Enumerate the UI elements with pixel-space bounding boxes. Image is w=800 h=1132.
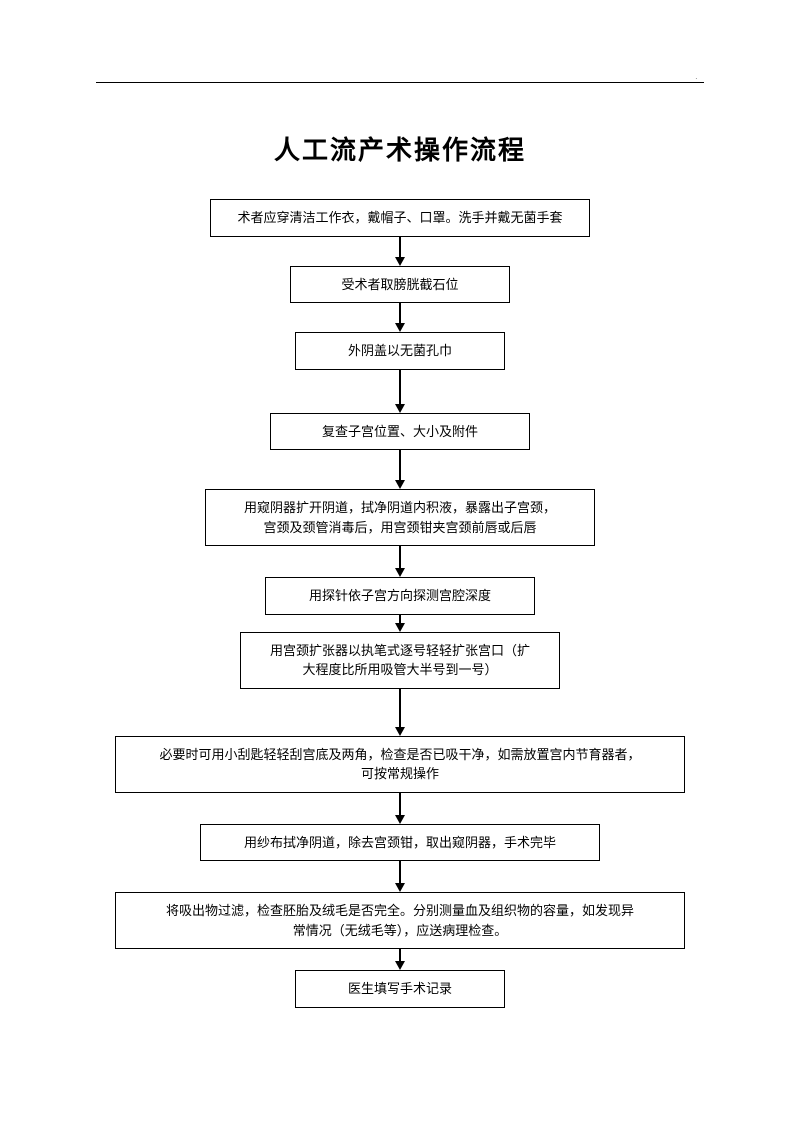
flowchart-arrow [395,303,405,332]
page-title: 人工流产术操作流程 [274,130,526,167]
flowchart-node: 复查子宫位置、大小及附件 [270,413,530,451]
flowchart-node: 术者应穿清洁工作衣，戴帽子、口罩。洗手并戴无菌手套 [210,199,590,237]
node-text-line: 复查子宫位置、大小及附件 [285,422,515,442]
arrow-head-icon [395,480,405,489]
arrow-head-icon [395,727,405,736]
arrow-stem [399,303,401,323]
node-text-line: 可按常规操作 [130,764,670,784]
node-text-line: 常情况（无绒毛等），应送病理检查。 [130,921,670,941]
node-text-line: 用纱布拭净阴道，除去宫颈钳，取出窥阴器，手术完毕 [215,833,585,853]
node-text-line: 用窥阴器扩开阴道，拭净阴道内积液，暴露出子宫颈， [220,498,580,518]
corner-mark: . [696,75,698,81]
node-text-line: 外阴盖以无菌孔巾 [310,341,490,361]
arrow-head-icon [395,323,405,332]
arrow-stem [399,949,401,961]
arrow-stem [399,450,401,480]
flowchart-node: 必要时可用小刮匙轻轻刮宫底及两角，检查是否已吸干净，如需放置宫内节育器者，可按常… [115,736,685,793]
arrow-stem [399,237,401,257]
document-content: 人工流产术操作流程 术者应穿清洁工作衣，戴帽子、口罩。洗手并戴无菌手套受术者取膀… [0,130,800,1008]
arrow-head-icon [395,623,405,632]
flowchart-container: 术者应穿清洁工作衣，戴帽子、口罩。洗手并戴无菌手套受术者取膀胱截石位外阴盖以无菌… [115,199,685,1008]
arrow-head-icon [395,961,405,970]
arrow-stem [399,861,401,883]
flowchart-arrow [395,615,405,632]
node-text-line: 将吸出物过滤，检查胚胎及绒毛是否完全。分别测量血及组织物的容量，如发现异 [130,901,670,921]
page-top-rule [96,82,704,83]
flowchart-node: 外阴盖以无菌孔巾 [295,332,505,370]
flowchart-arrow [395,237,405,266]
flowchart-arrow [395,949,405,970]
node-text-line: 大程度比所用吸管大半号到一号） [255,660,545,680]
node-text-line: 受术者取膀胱截石位 [305,275,495,295]
arrow-head-icon [395,404,405,413]
arrow-head-icon [395,568,405,577]
node-text-line: 用探针依子宫方向探测宫腔深度 [280,586,520,606]
arrow-head-icon [395,883,405,892]
arrow-stem [399,615,401,623]
node-text-line: 医生填写手术记录 [310,979,490,999]
flowchart-arrow [395,793,405,824]
arrow-stem [399,689,401,727]
arrow-stem [399,793,401,815]
flowchart-arrow [395,689,405,736]
flowchart-node: 用窥阴器扩开阴道，拭净阴道内积液，暴露出子宫颈，宫颈及颈管消毒后，用宫颈钳夹宫颈… [205,489,595,546]
flowchart-node: 医生填写手术记录 [295,970,505,1008]
flowchart-node: 用探针依子宫方向探测宫腔深度 [265,577,535,615]
arrow-head-icon [395,257,405,266]
arrow-stem [399,370,401,404]
flowchart-node: 将吸出物过滤，检查胚胎及绒毛是否完全。分别测量血及组织物的容量，如发现异常情况（… [115,892,685,949]
node-text-line: 用宫颈扩张器以执笔式逐号轻轻扩张宫口（扩 [255,641,545,661]
flowchart-node: 用纱布拭净阴道，除去宫颈钳，取出窥阴器，手术完毕 [200,824,600,862]
flowchart-arrow [395,861,405,892]
node-text-line: 宫颈及颈管消毒后，用宫颈钳夹宫颈前唇或后唇 [220,518,580,538]
flowchart-arrow [395,546,405,577]
node-text-line: 术者应穿清洁工作衣，戴帽子、口罩。洗手并戴无菌手套 [225,208,575,228]
arrow-stem [399,546,401,568]
flowchart-arrow [395,370,405,413]
flowchart-node: 用宫颈扩张器以执笔式逐号轻轻扩张宫口（扩大程度比所用吸管大半号到一号） [240,632,560,689]
node-text-line: 必要时可用小刮匙轻轻刮宫底及两角，检查是否已吸干净，如需放置宫内节育器者， [130,745,670,765]
arrow-head-icon [395,815,405,824]
flowchart-node: 受术者取膀胱截石位 [290,266,510,304]
flowchart-arrow [395,450,405,489]
